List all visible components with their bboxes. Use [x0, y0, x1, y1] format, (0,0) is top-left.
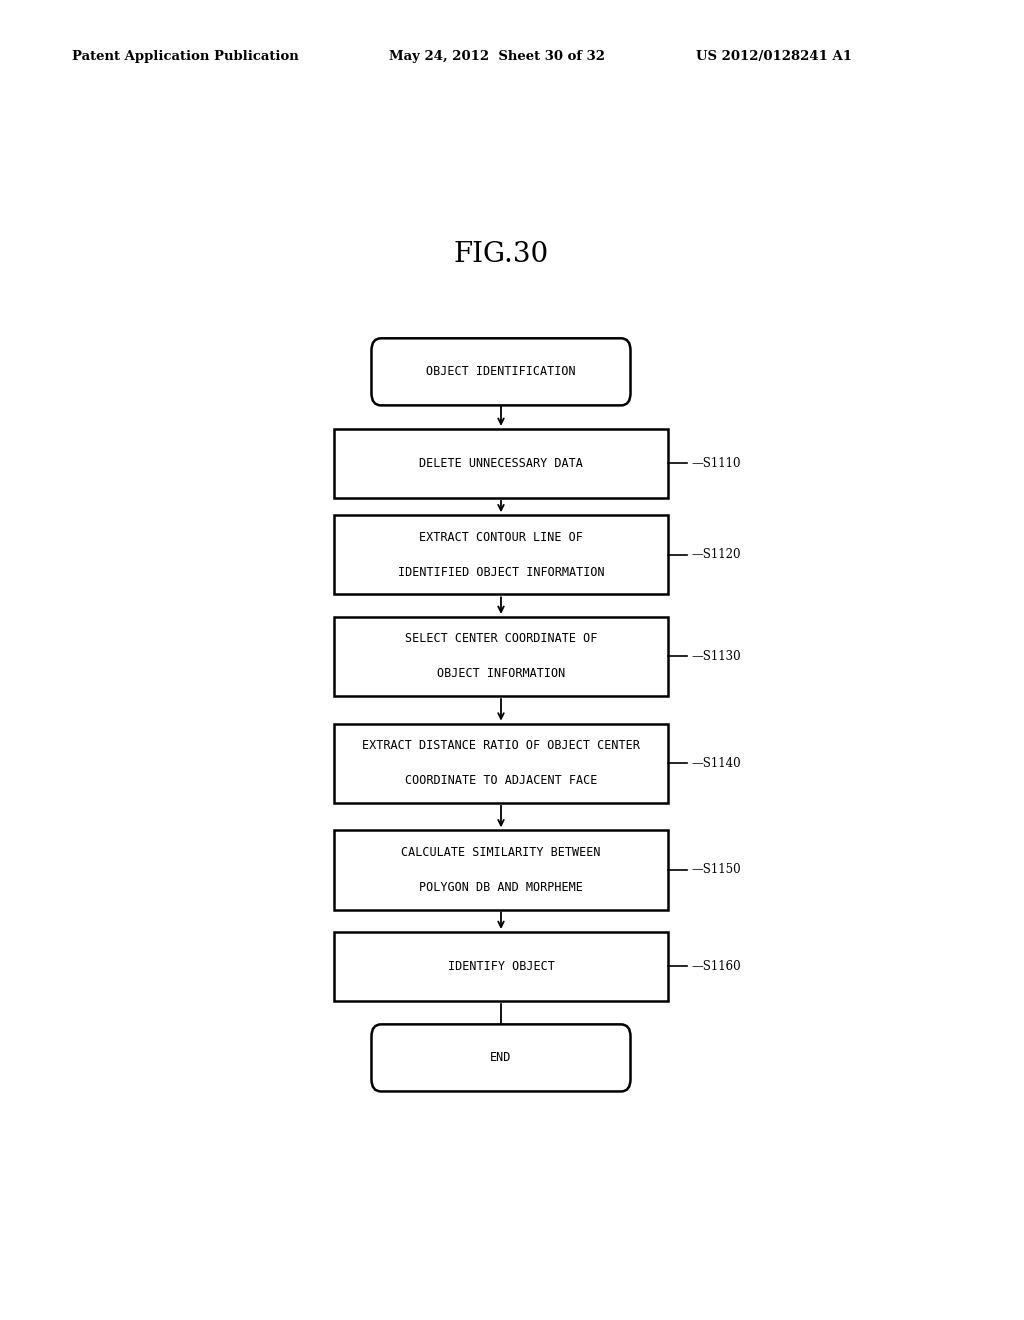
Text: —S1160: —S1160: [691, 960, 741, 973]
Text: Patent Application Publication: Patent Application Publication: [72, 50, 298, 63]
Text: —S1120: —S1120: [691, 548, 741, 561]
Text: FIG.30: FIG.30: [454, 242, 549, 268]
Text: SELECT CENTER COORDINATE OF: SELECT CENTER COORDINATE OF: [404, 632, 597, 645]
Bar: [334, 830, 668, 909]
Text: OBJECT INFORMATION: OBJECT INFORMATION: [437, 668, 565, 680]
Text: DELETE UNNECESSARY DATA: DELETE UNNECESSARY DATA: [419, 457, 583, 470]
Bar: [334, 515, 668, 594]
Bar: [334, 616, 668, 696]
Text: —S1110: —S1110: [691, 457, 741, 470]
Text: May 24, 2012  Sheet 30 of 32: May 24, 2012 Sheet 30 of 32: [389, 50, 605, 63]
Text: EXTRACT CONTOUR LINE OF: EXTRACT CONTOUR LINE OF: [419, 531, 583, 544]
Text: IDENTIFIED OBJECT INFORMATION: IDENTIFIED OBJECT INFORMATION: [397, 566, 604, 578]
Bar: [334, 932, 668, 1001]
Text: IDENTIFY OBJECT: IDENTIFY OBJECT: [447, 960, 554, 973]
Bar: [334, 723, 668, 803]
Text: —S1130: —S1130: [691, 649, 741, 663]
Text: —S1140: —S1140: [691, 756, 741, 770]
Text: END: END: [490, 1052, 512, 1064]
Text: CALCULATE SIMILARITY BETWEEN: CALCULATE SIMILARITY BETWEEN: [401, 846, 601, 859]
Text: —S1150: —S1150: [691, 863, 741, 876]
Text: EXTRACT DISTANCE RATIO OF OBJECT CENTER: EXTRACT DISTANCE RATIO OF OBJECT CENTER: [362, 739, 640, 752]
Text: POLYGON DB AND MORPHEME: POLYGON DB AND MORPHEME: [419, 880, 583, 894]
Bar: [334, 429, 668, 498]
Text: OBJECT IDENTIFICATION: OBJECT IDENTIFICATION: [426, 366, 575, 379]
FancyBboxPatch shape: [372, 1024, 631, 1092]
FancyBboxPatch shape: [372, 338, 631, 405]
Text: COORDINATE TO ADJACENT FACE: COORDINATE TO ADJACENT FACE: [404, 774, 597, 787]
Text: US 2012/0128241 A1: US 2012/0128241 A1: [696, 50, 852, 63]
